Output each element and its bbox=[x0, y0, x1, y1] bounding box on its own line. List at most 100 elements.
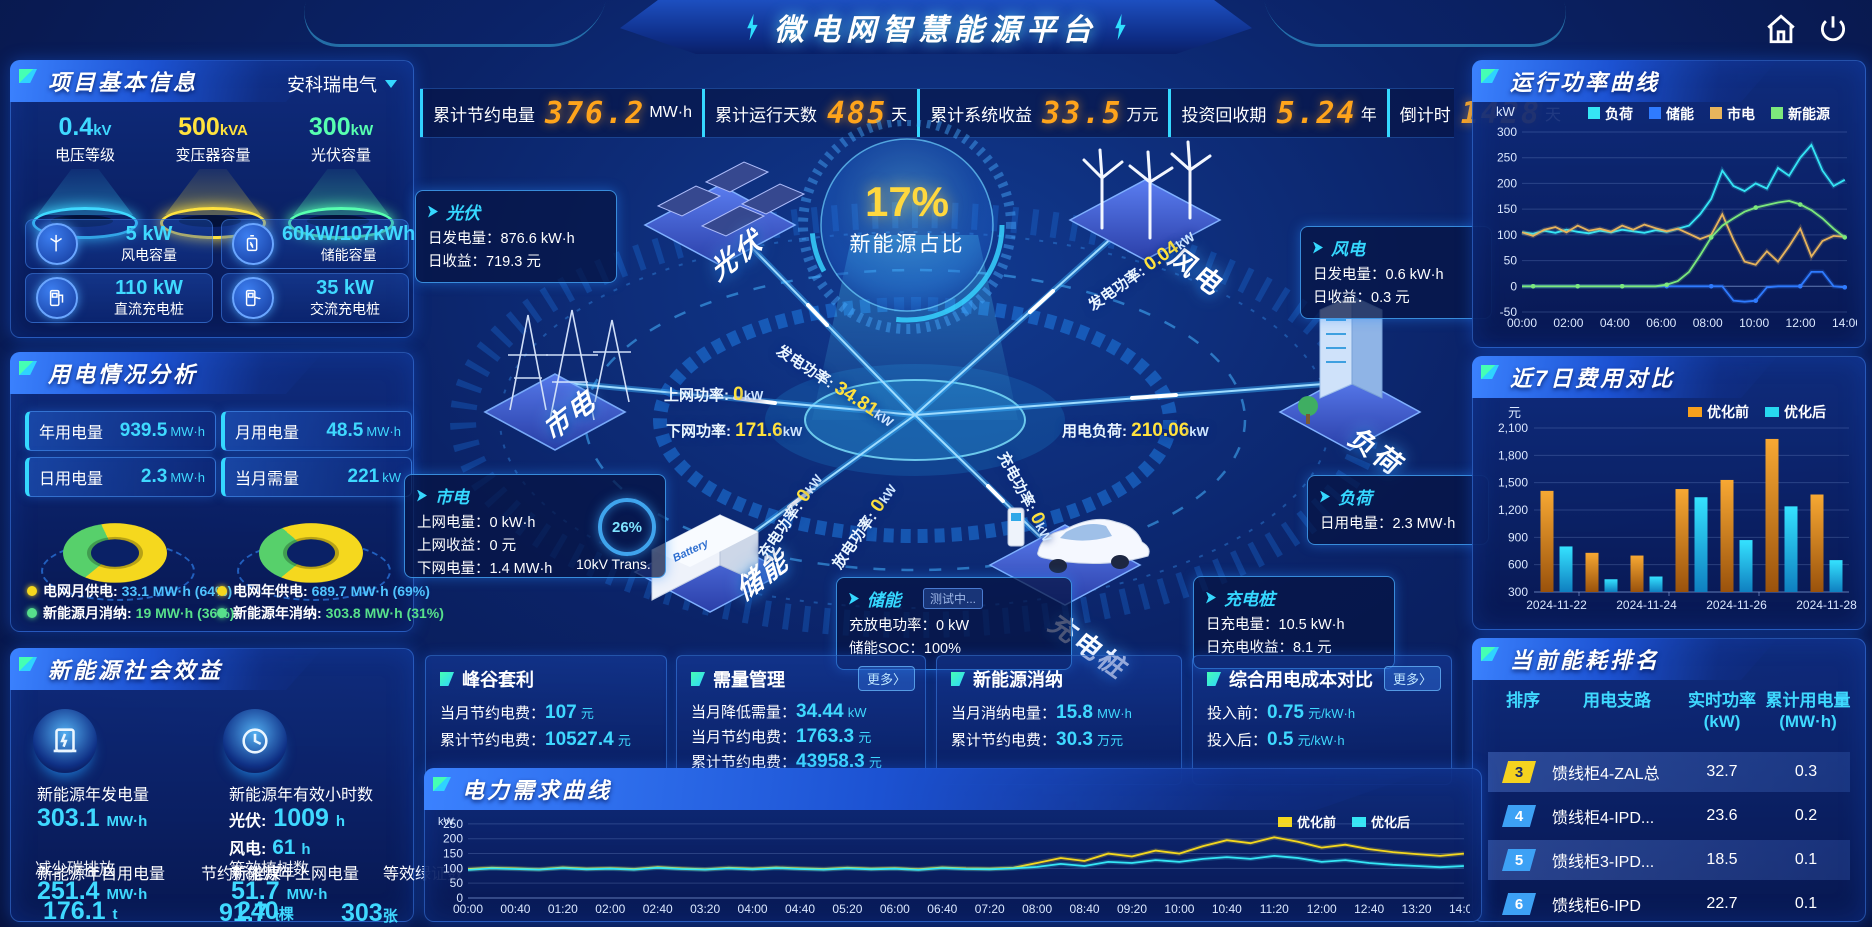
svg-text:1,500: 1,500 bbox=[1498, 476, 1528, 490]
benefit-pv-hours: 光伏: 1009 h bbox=[229, 804, 346, 832]
grid-node-illustration bbox=[483, 309, 631, 451]
kpi-icon bbox=[440, 672, 454, 686]
svg-text:00:40: 00:40 bbox=[500, 902, 530, 916]
panel-title: 用电情况分析 bbox=[48, 362, 199, 387]
benefit-co2-label: 减少碳排放 bbox=[35, 861, 116, 878]
benefit-gen-value: 303.1 MW·h bbox=[37, 804, 148, 832]
capacity-card-2: 110 kW 直流充电桩 bbox=[25, 273, 213, 323]
more-button[interactable]: 更多〉 bbox=[1383, 666, 1441, 691]
panel-renewable-benefit: 新能源社会效益 新能源年发电量 303.1 MW·h 新能源年有效小时数 光伏:… bbox=[10, 648, 463, 927]
spotlight-value: 300kW bbox=[308, 113, 374, 141]
kpi-icon bbox=[951, 672, 965, 686]
usage-card-1: 月用电量 48.5 MW·h bbox=[221, 411, 412, 451]
arrow-icon bbox=[1206, 591, 1216, 604]
header-decor-right bbox=[1264, 2, 1576, 47]
svg-text:02:00: 02:00 bbox=[1553, 316, 1583, 330]
donut-legend-0-1: 新能源月消纳: 19 MW·h (36%) bbox=[27, 603, 234, 623]
power-icon[interactable] bbox=[1816, 12, 1850, 46]
panel-title: 电力需求曲线 bbox=[462, 778, 613, 803]
more-button[interactable]: 更多〉 bbox=[857, 666, 915, 691]
svg-text:04:00: 04:00 bbox=[738, 902, 768, 916]
generation-icon bbox=[33, 709, 97, 773]
stat-run-days: 累计运行天数 485 天 bbox=[701, 89, 917, 137]
stat-payback-period: 投资回收期 5.24 年 bbox=[1168, 89, 1386, 137]
svg-text:09:20: 09:20 bbox=[1117, 902, 1147, 916]
svg-text:04:00: 04:00 bbox=[1600, 316, 1630, 330]
capacity-text: 5 kW 风电容量 bbox=[121, 223, 177, 263]
donut-chart-0 bbox=[63, 523, 167, 583]
svg-text:07:20: 07:20 bbox=[975, 902, 1005, 916]
table-row-6[interactable]: 6 馈线柜6-IPD 22.7 0.1 bbox=[1488, 884, 1850, 924]
charger-info-box: 充电桩 日充电量：10.5 kW·h 日充电收益：8.1 元 bbox=[1193, 576, 1395, 669]
svg-text:250: 250 bbox=[1497, 151, 1517, 165]
home-icon[interactable] bbox=[1764, 12, 1798, 46]
panel-cost-compare: 近7日费用对比 bbox=[1472, 356, 1866, 630]
svg-text:150: 150 bbox=[443, 847, 463, 861]
kpi-icon bbox=[1207, 672, 1221, 686]
svg-text:300: 300 bbox=[1497, 125, 1517, 139]
light-ring bbox=[32, 207, 138, 239]
benefit-coal-label: 节约标准煤 bbox=[201, 866, 282, 883]
transformer-label: 10kV Trans. bbox=[576, 556, 651, 572]
rank-badge: 3 bbox=[1502, 761, 1536, 783]
power-curve-chart: -50 0 50 100 150 200 250 300 00:00 02:00 04:00 06:0… bbox=[1497, 125, 1857, 330]
pv-info-box: 光伏 日发电量：876.6 kW·h 日收益：719.3 元 bbox=[415, 190, 617, 283]
light-ring bbox=[288, 207, 394, 239]
stat-system-income: 累计系统收益 33.5 万元 bbox=[917, 89, 1168, 137]
usage-card-3: 当月需量 221 kW bbox=[221, 457, 412, 497]
storage-info-box: 储能 测试中... 充放电功率：0 kW 储能SOC：100% bbox=[836, 577, 1072, 670]
realtime-power: 32.7 bbox=[1706, 763, 1738, 780]
svg-text:1,800: 1,800 bbox=[1498, 448, 1528, 462]
benefit-tree-value: 240棵 bbox=[237, 897, 294, 925]
lightning-icon bbox=[747, 14, 758, 40]
panel-energy-ranking: 当前能耗排名 bbox=[1472, 638, 1866, 922]
svg-text:0: 0 bbox=[456, 891, 463, 905]
kpi-renewable-consumption: 新能源消纳 当月消纳电量：15.8 MW·h 累计节约电费：30.3 万元 bbox=[936, 655, 1182, 785]
total-energy: 0.1 bbox=[1794, 895, 1818, 912]
spotlight-2: 300kW 光伏容量 bbox=[281, 113, 401, 239]
capacity-card-0: 5 kW 风电容量 bbox=[25, 219, 213, 269]
page-title: 微电网智慧能源平台 bbox=[774, 14, 1098, 47]
svg-text:12:00: 12:00 bbox=[1786, 316, 1816, 330]
total-energy: 0.2 bbox=[1794, 807, 1818, 824]
summary-stats-bar: 累计节约电量 376.2 MW·h 累计运行天数 485 天 累计系统收益 33.5 万元 … bbox=[420, 88, 1561, 138]
table-row-4[interactable]: 4 馈线柜4-IPD... 23.6 0.2 bbox=[1488, 796, 1850, 836]
kpi-icon bbox=[691, 672, 705, 686]
svg-text:250: 250 bbox=[443, 817, 463, 831]
svg-text:150: 150 bbox=[1497, 202, 1517, 216]
table-row-5[interactable]: 5 馈线柜3-IPD... 18.5 0.1 bbox=[1488, 840, 1850, 880]
table-row-3[interactable]: 3 馈线柜4-ZAL总 32.7 0.3 bbox=[1488, 752, 1850, 792]
storage-node-illustration: Battery bbox=[633, 514, 787, 613]
flow-to-grid: 上网功率: 0kW bbox=[664, 384, 764, 405]
lightning-icon bbox=[1115, 14, 1126, 40]
benefit-grid-value: 51.7 MW·h bbox=[231, 877, 328, 905]
legend-item-优化前: 优化前 bbox=[1688, 402, 1749, 422]
donut-chart-1 bbox=[259, 523, 363, 583]
testing-badge: 测试中... bbox=[923, 588, 984, 609]
svg-text:06:00: 06:00 bbox=[1646, 316, 1676, 330]
spotlight-value: 0.4kV bbox=[58, 113, 112, 141]
branch-name: 馈线柜3-IPD... bbox=[1552, 854, 1655, 871]
ranking-table-header: 排序 用电支路 实时功率 (kW) 累计用电量 (MW·h) bbox=[1506, 691, 1851, 731]
svg-text:100: 100 bbox=[443, 861, 463, 875]
legend-item-负荷: 负荷 bbox=[1588, 104, 1633, 124]
panel-title: 项目基本信息 bbox=[48, 70, 199, 95]
rank-badge: 5 bbox=[1502, 849, 1536, 871]
kpi-peak-valley: 峰谷套利 当月节约电费：107 元 累计节约电费：10527.4 元 bbox=[425, 655, 667, 785]
svg-text:300: 300 bbox=[1508, 585, 1528, 599]
wind-node-illustration bbox=[1068, 140, 1222, 261]
svg-text:200: 200 bbox=[1497, 176, 1517, 190]
benefit-wind-hours: 风电: 61 h bbox=[229, 836, 311, 859]
svg-text:01:20: 01:20 bbox=[548, 902, 578, 916]
benefit-self-label: 新能源年自用电量 bbox=[37, 866, 166, 883]
renewable-share: 17% 新能源占比 bbox=[827, 178, 987, 258]
benefit-hours-label: 新能源年有效小时数 bbox=[229, 787, 374, 804]
svg-text:08:40: 08:40 bbox=[1070, 902, 1100, 916]
benefit-coal-value: 91.7 t bbox=[219, 899, 280, 927]
total-energy: 0.3 bbox=[1794, 763, 1818, 780]
panel-usage-analysis: 用电情况分析 年用电量 939.5 MW·h 月用电量 48.5 MW·h 日用电量 2.3 M… bbox=[10, 352, 444, 632]
company-selector[interactable]: 安科瑞电气 bbox=[287, 71, 397, 97]
spotlight-1: 500kVA 变压器容量 bbox=[153, 113, 273, 239]
load-info-box: 负荷 日用电量：2.3 MW·h bbox=[1307, 475, 1489, 545]
svg-text:2024-11-22: 2024-11-22 bbox=[1526, 598, 1587, 612]
